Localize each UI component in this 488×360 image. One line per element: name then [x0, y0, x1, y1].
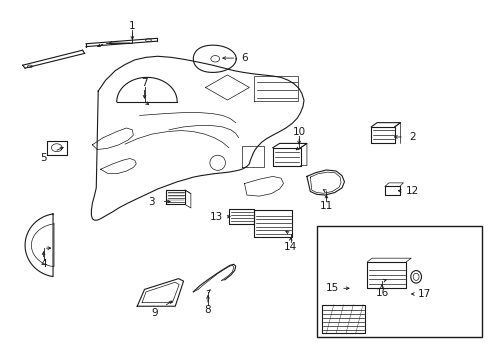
Text: 13: 13	[209, 212, 223, 221]
Text: 11: 11	[319, 201, 332, 211]
Text: 10: 10	[292, 127, 305, 136]
Text: 17: 17	[416, 289, 430, 299]
Text: 16: 16	[375, 288, 388, 298]
Text: 5: 5	[40, 153, 47, 163]
Text: 6: 6	[241, 53, 247, 63]
Text: 1: 1	[129, 21, 135, 31]
Text: 15: 15	[325, 283, 338, 293]
Text: 2: 2	[408, 132, 415, 142]
Text: 8: 8	[204, 305, 211, 315]
Bar	[316, 226, 482, 337]
Text: 9: 9	[151, 308, 157, 318]
Text: 7: 7	[141, 78, 147, 88]
Text: 4: 4	[40, 259, 47, 269]
Text: 3: 3	[148, 197, 155, 207]
Text: 14: 14	[284, 242, 297, 252]
Text: 12: 12	[405, 186, 419, 196]
